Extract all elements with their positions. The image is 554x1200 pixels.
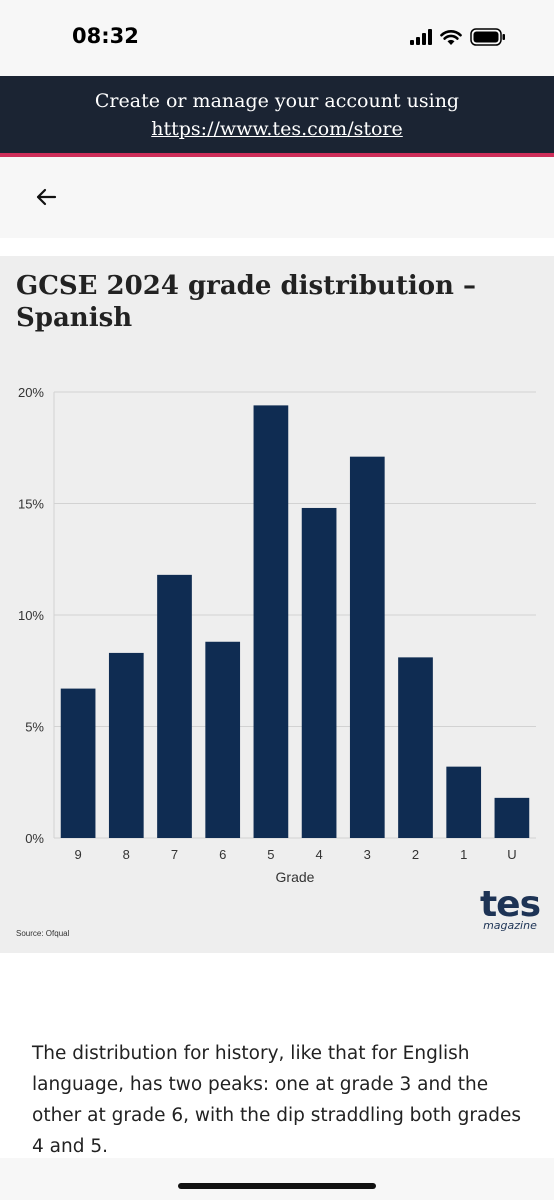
cellular-signal-icon	[410, 29, 432, 45]
bar	[349, 456, 385, 838]
status-bar: 08:32	[0, 0, 554, 76]
article-content: GCSE 2024 grade distribution – Spanish 0…	[0, 238, 554, 1158]
y-tick-label: 0%	[25, 831, 44, 846]
bar	[205, 641, 241, 838]
bar	[301, 507, 337, 838]
chart-source: Source: Ofqual	[16, 929, 70, 938]
x-tick-label: 6	[219, 847, 226, 862]
x-tick-label: 4	[315, 847, 322, 862]
x-tick-label: 5	[267, 847, 274, 862]
back-button[interactable]	[30, 181, 62, 213]
bar	[494, 797, 530, 838]
article-paragraph: The distribution for history, like that …	[32, 1043, 522, 1157]
y-tick-label: 10%	[18, 608, 44, 623]
banner-text: Create or manage your account using	[94, 90, 460, 112]
status-time: 08:32	[72, 24, 139, 48]
back-arrow-icon	[36, 188, 57, 206]
x-axis-label: Grade	[276, 869, 315, 885]
x-tick-label: 7	[171, 847, 178, 862]
account-banner: Create or manage your account using http…	[0, 76, 554, 157]
chart-title: GCSE 2024 grade distribution – Spanish	[16, 271, 477, 333]
home-indicator[interactable]	[178, 1183, 376, 1189]
chart-figure: GCSE 2024 grade distribution – Spanish 0…	[0, 256, 554, 953]
x-tick-label: 1	[460, 847, 467, 862]
logo-sub: magazine	[483, 919, 537, 932]
x-tick-label: 3	[364, 847, 371, 862]
status-icons	[410, 28, 506, 46]
bar	[253, 405, 289, 838]
nav-bar	[0, 157, 554, 238]
store-link[interactable]: https://www.tes.com/store	[151, 118, 403, 140]
x-tick-label: U	[507, 847, 516, 862]
bar	[398, 657, 433, 838]
y-tick-label: 20%	[18, 385, 44, 400]
bar	[157, 574, 192, 838]
x-tick-label: 2	[412, 847, 419, 862]
wifi-icon	[440, 29, 462, 45]
x-tick-label: 9	[74, 847, 81, 862]
x-tick-label: 8	[123, 847, 130, 862]
bar-chart: 0% 5% 10% 15% 20% 9 8 7 6 5 4 3 2 1 U Grade	[18, 385, 536, 885]
logo-word: tes	[479, 884, 541, 925]
bar	[446, 766, 482, 838]
tes-magazine-logo: tes magazine	[479, 884, 541, 932]
y-tick-label: 5%	[25, 720, 44, 735]
y-tick-label: 15%	[18, 497, 44, 512]
battery-icon	[470, 28, 505, 46]
bar	[60, 688, 96, 838]
bar	[108, 652, 144, 838]
